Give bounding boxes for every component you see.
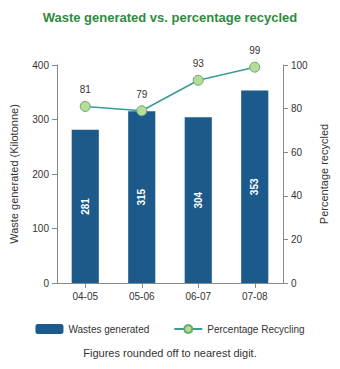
- svg-text:300: 300: [32, 114, 49, 125]
- svg-text:100: 100: [32, 223, 49, 234]
- svg-text:0: 0: [291, 278, 297, 289]
- svg-text:304: 304: [193, 191, 204, 208]
- svg-text:06-07: 06-07: [185, 291, 211, 302]
- svg-text:315: 315: [136, 188, 147, 205]
- svg-text:80: 80: [291, 103, 303, 114]
- svg-text:353: 353: [249, 178, 260, 195]
- svg-text:04-05: 04-05: [72, 291, 98, 302]
- svg-text:400: 400: [32, 60, 49, 71]
- svg-text:79: 79: [136, 89, 148, 100]
- svg-text:Waste generated (Kilotonne): Waste generated (Kilotonne): [8, 104, 20, 244]
- svg-text:40: 40: [291, 190, 303, 201]
- svg-text:07-08: 07-08: [242, 291, 268, 302]
- svg-text:Waste generated vs. percentage: Waste generated vs. percentage recycled: [43, 10, 298, 25]
- svg-text:100: 100: [291, 60, 308, 71]
- svg-text:81: 81: [80, 84, 92, 95]
- svg-text:05-06: 05-06: [129, 291, 155, 302]
- svg-text:Wastes generated: Wastes generated: [68, 324, 149, 335]
- svg-text:200: 200: [32, 169, 49, 180]
- svg-text:Percentage recycled: Percentage recycled: [318, 124, 330, 224]
- svg-text:Percentage Recycling: Percentage Recycling: [207, 324, 304, 335]
- svg-text:Figures rounded off to nearest: Figures rounded off to nearest digit.: [83, 347, 256, 359]
- svg-text:60: 60: [291, 147, 303, 158]
- svg-text:20: 20: [291, 234, 303, 245]
- svg-text:99: 99: [249, 45, 261, 56]
- svg-text:93: 93: [193, 58, 205, 69]
- svg-text:0: 0: [43, 278, 49, 289]
- svg-text:281: 281: [80, 198, 91, 215]
